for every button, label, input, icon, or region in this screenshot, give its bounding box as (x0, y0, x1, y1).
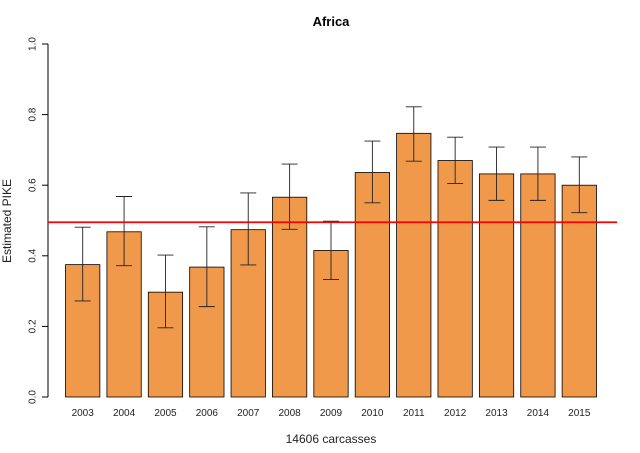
error-bar-2005 (157, 254, 174, 329)
error-bars (74, 106, 588, 329)
chart-title: Africa (313, 14, 351, 29)
error-bar-2009 (323, 220, 339, 280)
error-bar-2015 (571, 156, 588, 214)
y-tick-label: 0.8 (28, 107, 39, 121)
y-tick-label: 0.2 (28, 319, 39, 333)
bar-2015 (561, 184, 597, 398)
error-bar-2004 (116, 196, 133, 267)
x-tick-label: 2015 (568, 408, 591, 419)
bar-2008 (272, 196, 308, 398)
y-tick-label: 0.0 (28, 390, 39, 404)
error-bar-2011 (405, 106, 422, 162)
error-bar-2003 (74, 226, 91, 302)
error-bar-2010 (364, 140, 381, 204)
bar-2013 (478, 173, 515, 398)
error-bar-2007 (240, 192, 257, 266)
x-tick-label: 2008 (278, 408, 301, 419)
x-tick-labels: 2003 2004 2005 2006 2007 2008 2009 2010 2011 2012… (72, 408, 591, 419)
error-bar-2014 (529, 146, 546, 201)
x-tick-label: 2004 (113, 408, 136, 419)
bar-2010 (354, 172, 390, 398)
y-tick-label: 1.0 (28, 37, 39, 51)
x-tick-label: 2014 (527, 408, 550, 419)
x-tick-label: 2003 (72, 408, 95, 419)
x-tick-label: 2005 (154, 408, 177, 419)
x-axis-label: 14606 carcasses (286, 432, 377, 446)
bar-2012 (437, 160, 473, 398)
y-axis: 0.0 0.2 0.4 0.6 0.8 1.0 (28, 37, 49, 404)
x-tick-label: 2011 (403, 408, 425, 419)
y-tick-label: 0.4 (28, 248, 39, 262)
bar-2014 (520, 173, 556, 398)
y-tick-label: 0.6 (28, 178, 39, 192)
bar-2011 (396, 132, 432, 398)
bar-2009 (313, 250, 349, 398)
x-tick-label: 2010 (361, 408, 384, 419)
error-bar-2013 (488, 146, 505, 201)
x-tick-label: 2009 (320, 408, 343, 419)
x-tick-label: 2013 (485, 408, 508, 419)
error-bar-2012 (447, 136, 464, 184)
x-tick-label: 2007 (237, 408, 260, 419)
y-axis-label: Estimated PIKE (0, 179, 14, 263)
x-tick-label: 2006 (196, 408, 219, 419)
error-bar-2006 (198, 226, 215, 308)
error-bar-2008 (281, 163, 298, 230)
x-tick-label: 2012 (444, 408, 467, 419)
